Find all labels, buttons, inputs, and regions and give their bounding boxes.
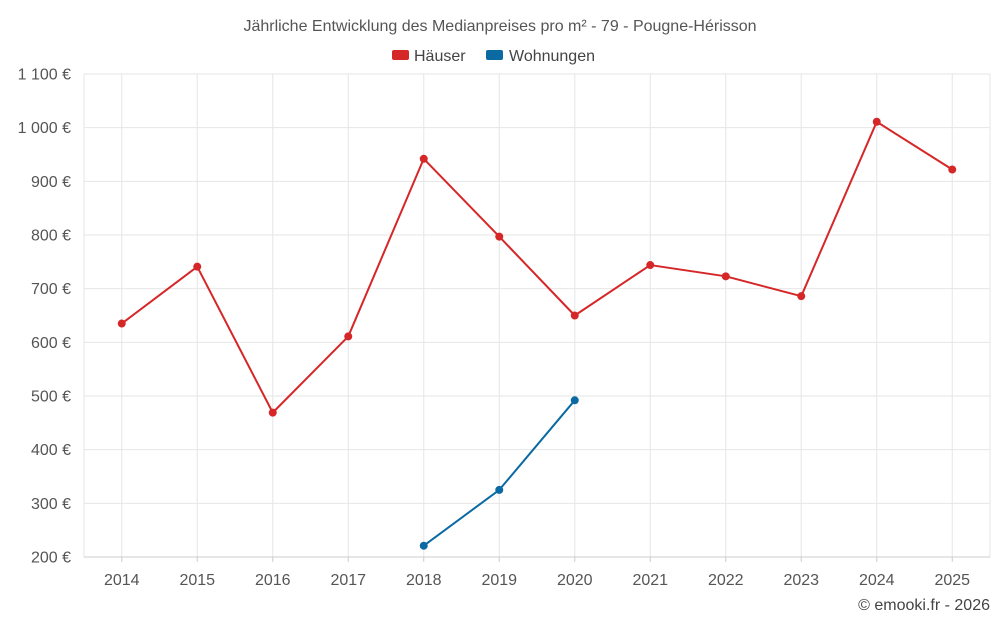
legend-label-wohnungen: Wohnungen: [509, 48, 595, 65]
data-point-haeuser[interactable]: [117, 319, 126, 328]
data-point-haeuser[interactable]: [344, 332, 353, 341]
legend-item-haeuser[interactable]: Häuser: [392, 48, 466, 65]
x-tick-label: 2022: [708, 572, 744, 589]
x-tick-label: 2021: [632, 572, 668, 589]
data-point-haeuser[interactable]: [268, 408, 277, 417]
grid: [83, 73, 991, 557]
legend-swatch-wohnungen: [486, 50, 503, 60]
x-tick-label: 2019: [481, 572, 517, 589]
y-tick-label: 300 €: [31, 496, 71, 513]
x-axis: 2014 2015 2016 2017 2018 2019 2020 2021 2022 2023…: [84, 556, 990, 589]
data-point-haeuser[interactable]: [495, 232, 504, 241]
y-tick-label: 800 €: [31, 228, 71, 245]
x-tick-label: 2023: [783, 572, 819, 589]
y-tick-label: 500 €: [31, 389, 71, 406]
series-haeuser: [117, 117, 957, 417]
series-line-haeuser: [121, 120, 953, 414]
y-tick-label: 400 €: [31, 442, 71, 459]
y-tick-label: 200 €: [31, 550, 71, 567]
x-tick-label: 2017: [330, 572, 366, 589]
y-tick-label: 1 100 €: [18, 67, 71, 84]
legend-swatch-haeuser: [392, 50, 409, 60]
x-tick-label: 2015: [179, 572, 215, 589]
y-tick-label: 900 €: [31, 174, 71, 191]
data-point-haeuser[interactable]: [570, 311, 579, 320]
data-point-wohnungen[interactable]: [570, 396, 579, 405]
data-point-wohnungen[interactable]: [495, 485, 504, 494]
series-layer: [117, 117, 957, 550]
legend: Häuser Wohnungen: [392, 48, 595, 65]
x-tick-label: 2018: [406, 572, 442, 589]
y-axis: 200 € 300 € 400 € 500 € 600 € 700 € 800 € 900 €…: [18, 67, 71, 567]
data-point-wohnungen[interactable]: [419, 541, 428, 550]
y-tick-label: 700 €: [31, 281, 71, 298]
data-point-haeuser[interactable]: [721, 272, 730, 281]
x-tick-label: 2014: [104, 572, 140, 589]
y-tick-label: 1 000 €: [18, 120, 71, 137]
chart-title: Jährliche Entwicklung des Medianpreises …: [243, 18, 756, 35]
x-tick-label: 2016: [255, 572, 291, 589]
data-point-haeuser[interactable]: [872, 117, 881, 126]
data-point-haeuser[interactable]: [419, 154, 428, 163]
x-tick-label: 2024: [859, 572, 895, 589]
series-wohnungen: [419, 396, 579, 550]
legend-item-wohnungen[interactable]: Wohnungen: [486, 48, 595, 65]
x-tick-label: 2025: [934, 572, 970, 589]
legend-label-haeuser: Häuser: [414, 48, 466, 65]
data-point-haeuser[interactable]: [948, 165, 957, 174]
credit-text: © emooki.fr - 2026: [858, 597, 990, 614]
data-point-haeuser[interactable]: [646, 261, 655, 270]
data-point-haeuser[interactable]: [193, 262, 202, 271]
data-point-haeuser[interactable]: [797, 292, 806, 301]
y-tick-label: 600 €: [31, 335, 71, 352]
x-tick-label: 2020: [557, 572, 593, 589]
